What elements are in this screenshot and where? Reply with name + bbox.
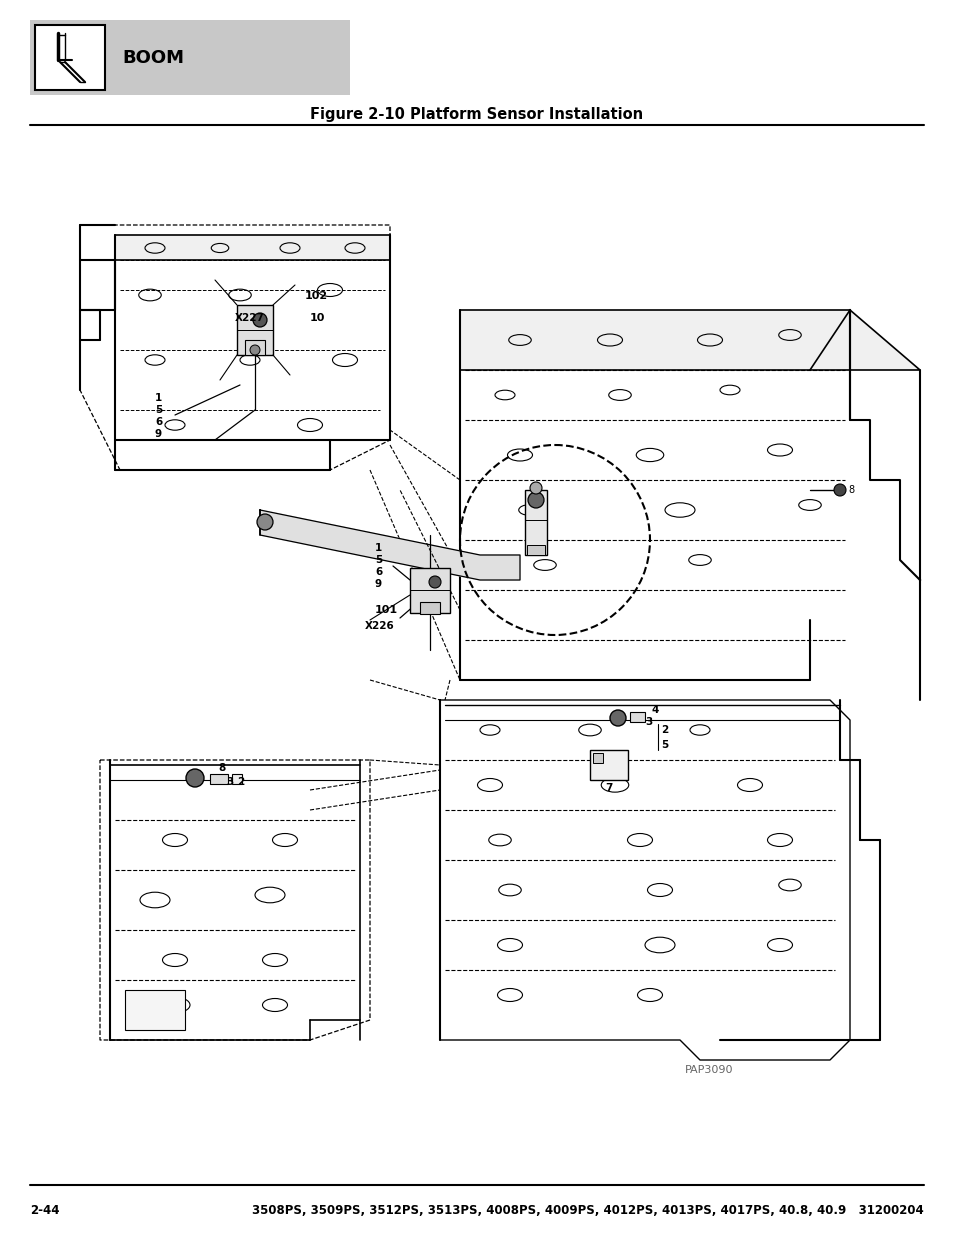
Bar	[589, 750, 627, 781]
Text: 2: 2	[236, 777, 244, 787]
Text: 3508PS, 3509PS, 3512PS, 3513PS, 4008PS, 4009PS, 4012PS, 4013PS, 4017PS, 40.8, 40: 3508PS, 3509PS, 3512PS, 3513PS, 4008PS, …	[252, 1203, 923, 1216]
Text: 5: 5	[375, 555, 382, 564]
Bar	[125, 990, 185, 1030]
Text: 2-44: 2-44	[30, 1203, 59, 1216]
Text: 1: 1	[375, 543, 382, 553]
Bar	[245, 340, 265, 354]
Text: 9: 9	[154, 429, 162, 438]
Text: PAP3090: PAP3090	[684, 1065, 733, 1074]
Text: BOOM: BOOM	[122, 49, 184, 67]
Circle shape	[833, 484, 845, 496]
Bar	[210, 774, 228, 784]
Text: 10: 10	[310, 312, 325, 324]
Polygon shape	[115, 235, 390, 261]
Text: 1: 1	[154, 393, 162, 403]
Circle shape	[609, 710, 625, 726]
Text: 5: 5	[154, 405, 162, 415]
Text: X226: X226	[365, 621, 395, 631]
Text: 5: 5	[660, 740, 667, 750]
Text: 3: 3	[644, 718, 652, 727]
Polygon shape	[260, 510, 519, 580]
Text: 4: 4	[651, 705, 659, 715]
Circle shape	[527, 492, 543, 508]
Text: 8: 8	[847, 485, 853, 495]
Bar	[419, 601, 439, 614]
Polygon shape	[459, 310, 919, 370]
Bar	[526, 545, 544, 555]
Circle shape	[256, 514, 273, 530]
Text: 6: 6	[375, 567, 382, 577]
Bar	[593, 753, 602, 763]
Text: X227: X227	[234, 312, 265, 324]
Text: 6: 6	[154, 417, 162, 427]
Bar	[232, 774, 242, 784]
Bar	[629, 713, 644, 722]
Bar	[35, 25, 105, 90]
Circle shape	[429, 576, 440, 588]
Text: 9: 9	[375, 579, 382, 589]
Text: 101: 101	[375, 605, 397, 615]
Circle shape	[250, 345, 260, 354]
Circle shape	[186, 769, 204, 787]
Text: 2: 2	[660, 725, 667, 735]
Bar	[410, 568, 450, 613]
Bar	[30, 20, 350, 95]
Text: 7: 7	[604, 783, 612, 793]
Text: 8: 8	[218, 763, 225, 773]
Text: Figure 2-10 Platform Sensor Installation: Figure 2-10 Platform Sensor Installation	[310, 107, 643, 122]
Circle shape	[530, 482, 541, 494]
Circle shape	[253, 312, 267, 327]
Text: 3: 3	[226, 777, 233, 787]
Bar	[524, 490, 546, 555]
Bar	[236, 305, 273, 354]
Text: 102: 102	[305, 291, 328, 301]
